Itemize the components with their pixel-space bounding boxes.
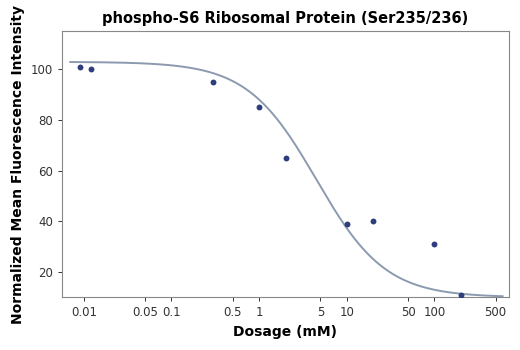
Y-axis label: Normalized Mean Fluorescence Intensity: Normalized Mean Fluorescence Intensity (11, 5, 25, 324)
Point (209, 79, 217, 85)
Point (255, 105, 263, 110)
Point (343, 221, 351, 227)
Point (76, 64, 84, 70)
Point (281, 155, 290, 161)
Point (87, 66, 95, 72)
Title: phospho-S6 Ribosomal Protein (Ser235/236): phospho-S6 Ribosomal Protein (Ser235/236… (102, 11, 469, 26)
X-axis label: Dosage (mM): Dosage (mM) (233, 325, 337, 339)
Point (457, 292, 465, 298)
Point (430, 241, 438, 247)
Point (369, 218, 378, 224)
